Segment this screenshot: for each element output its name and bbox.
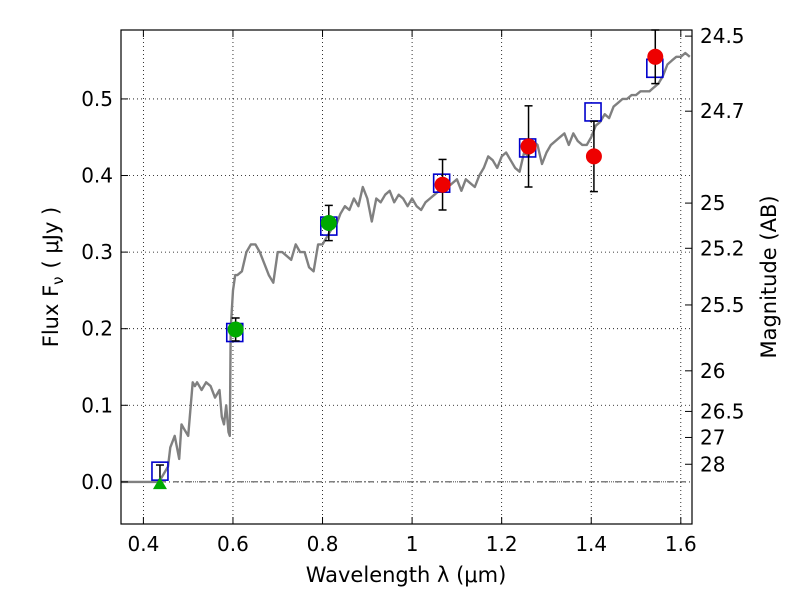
mag-tick-label: 24.5 [700,24,745,48]
mag-tick-label: 25.2 [700,236,745,260]
x-tick-label: 1.2 [486,532,518,556]
mag-tick-label: 24.7 [700,99,745,123]
y-axis-title-sub: ν [49,276,67,284]
y-axis-title-main: Flux F [39,285,63,347]
photometry-point [520,138,537,155]
x-tick-label: 0.8 [307,532,339,556]
photometry-point [647,48,664,65]
y-axis-title-unit: ( μJy ) [39,207,63,269]
plot-frame [120,29,693,525]
y-tick-label: 0.4 [81,164,113,188]
y-tick-label: 0.1 [81,393,113,417]
mag-tick-label: 25 [700,191,725,215]
mag-tick-label: 26 [700,359,725,383]
axis-ticks: 0.4 0.6 0.8 1 1.2 1.4 1.6 0.0 0.1 0.2 0.3 0.4 0.5 24.… [81,24,744,556]
y-tick-label: 0.5 [81,87,113,111]
x-tick-label: 0.4 [127,532,159,556]
x-axis-title: Wavelength λ (μm) [306,563,507,587]
x-tick-label: 1 [406,532,419,556]
y-axis-title: Flux Fν ( μJy ) [39,207,67,348]
mag-tick-label: 26.5 [700,399,745,423]
y-tick-label: 0.2 [81,317,113,341]
x-tick-label: 1.4 [575,532,607,556]
x-tick-label: 1.6 [665,532,697,556]
x-tick-label: 0.6 [217,532,249,556]
upper-limit-triangle [152,477,167,490]
photometry-point [585,148,602,165]
photometry-point [227,321,244,338]
data-markers [151,29,664,490]
y-tick-label: 0.0 [81,470,113,494]
y-tick-label: 0.3 [81,240,113,264]
mag-tick-label: 27 [700,425,725,449]
mag-tick-label: 28 [700,452,725,476]
photometry-point [434,176,451,193]
photometry-point [320,215,337,232]
y2-axis-title: Magnitude (AB) [757,195,781,358]
mag-tick-label: 25.5 [700,293,745,317]
